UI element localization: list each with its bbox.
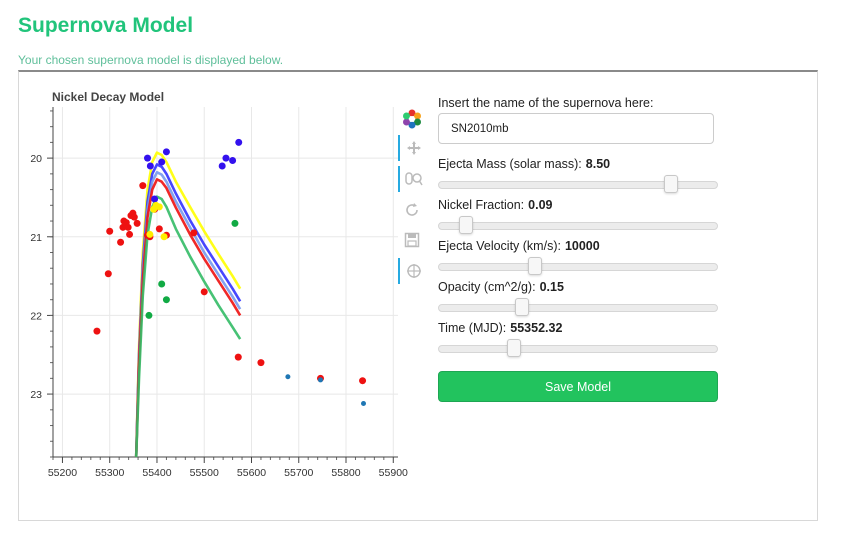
slider-track[interactable] [438, 263, 718, 271]
data-point [117, 238, 125, 246]
x-tick-label: 55600 [237, 467, 266, 479]
reset-icon[interactable] [398, 197, 426, 223]
data-point [158, 158, 166, 166]
data-point [155, 225, 163, 233]
x-tick-label: 55200 [48, 467, 77, 479]
data-point [190, 229, 198, 237]
supernova-name-input[interactable] [438, 113, 714, 144]
slider-handle[interactable] [528, 257, 543, 275]
data-point [231, 219, 239, 227]
data-point [229, 156, 237, 164]
data-point [104, 270, 112, 278]
data-point [234, 353, 242, 361]
ejecta-mass-label: Ejecta Mass (solar mass): 8.50 [438, 157, 611, 171]
slider-track[interactable] [438, 304, 718, 312]
y-tick-label: 21 [30, 232, 42, 244]
slider-handle[interactable] [515, 298, 530, 316]
ejecta-velocity-slider[interactable]: Ejecta Velocity (km/s): 10000 [438, 239, 718, 275]
nickel-fraction-slider[interactable]: Nickel Fraction: 0.09 [438, 198, 718, 234]
data-point [145, 311, 153, 319]
data-point [146, 162, 154, 170]
supernova-name-label: Insert the name of the supernova here: [438, 96, 654, 110]
x-tick-label: 55900 [379, 467, 408, 479]
page-title: Supernova Model [18, 14, 194, 37]
x-tick-label: 55400 [142, 467, 171, 479]
data-point [285, 374, 291, 380]
slider-handle[interactable] [507, 339, 522, 357]
data-point [126, 230, 134, 238]
data-point [218, 162, 226, 170]
ejecta-mass-value: 8.50 [585, 157, 611, 171]
wheel-zoom-icon[interactable] [398, 166, 428, 192]
data-point [162, 148, 170, 156]
slider-track[interactable] [438, 181, 718, 189]
crosshair-icon[interactable] [398, 258, 428, 284]
opacity-label: Opacity (cm^2/g): 0.15 [438, 280, 564, 294]
slider-handle[interactable] [459, 216, 474, 234]
data-point [160, 233, 168, 241]
data-point [155, 203, 163, 211]
x-tick-label: 55300 [95, 467, 124, 479]
pan-icon[interactable] [398, 135, 428, 161]
data-point [130, 213, 138, 221]
data-point [158, 280, 166, 288]
slider-track[interactable] [438, 345, 718, 353]
data-point [222, 154, 230, 162]
ejecta-mass-slider[interactable]: Ejecta Mass (solar mass): 8.50 [438, 157, 718, 193]
x-tick-label: 55700 [284, 467, 313, 479]
data-point [151, 195, 159, 203]
data-point [257, 359, 265, 367]
ejecta-velocity-label: Ejecta Velocity (km/s): 10000 [438, 239, 600, 253]
data-point [133, 219, 141, 227]
data-point [361, 401, 366, 407]
opacity-slider[interactable]: Opacity (cm^2/g): 0.15 [438, 280, 718, 316]
chart-title: Nickel Decay Model [52, 90, 165, 104]
save-icon[interactable] [398, 227, 426, 253]
page-subtitle: Your chosen supernova model is displayed… [18, 53, 284, 67]
data-point [139, 182, 147, 190]
x-tick-label: 55800 [331, 467, 360, 479]
nickel-fraction-value: 0.09 [528, 198, 553, 212]
data-point [359, 377, 367, 385]
x-tick-label: 55500 [190, 467, 219, 479]
ejecta-velocity-value: 10000 [564, 239, 600, 253]
data-point [200, 288, 208, 296]
data-point [106, 227, 114, 235]
data-point [146, 230, 154, 238]
data-point [235, 138, 243, 146]
time-slider[interactable]: Time (MJD): 55352.32 [438, 321, 718, 357]
slider-track[interactable] [438, 222, 718, 230]
y-tick-label: 20 [30, 153, 42, 165]
time-label: Time (MJD): 55352.32 [438, 321, 563, 335]
slider-handle[interactable] [664, 175, 679, 193]
data-point [124, 223, 132, 231]
data-point [317, 377, 323, 383]
opacity-value: 0.15 [539, 280, 564, 294]
time-value: 55352.32 [510, 321, 563, 335]
model-curve-line [134, 195, 242, 458]
data-point [93, 327, 101, 335]
y-tick-label: 22 [30, 310, 42, 322]
data-point [162, 296, 170, 304]
data-point [144, 154, 152, 162]
y-tick-label: 23 [30, 389, 42, 401]
bokeh-logo-icon[interactable] [398, 106, 426, 132]
save-model-button[interactable]: Save Model [438, 371, 718, 402]
nickel-fraction-label: Nickel Fraction: 0.09 [438, 198, 553, 212]
